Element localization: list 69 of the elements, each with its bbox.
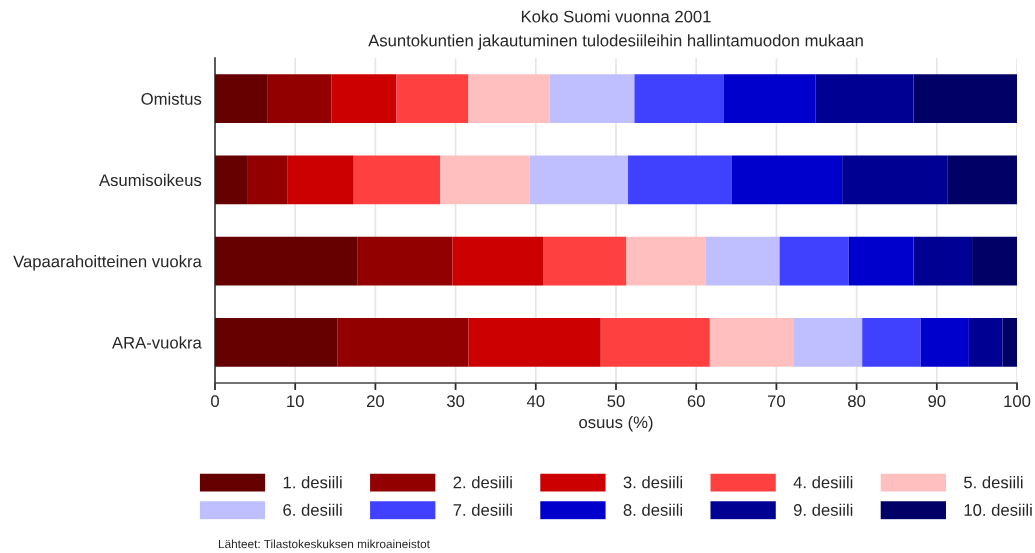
legend-label: 1. desiili — [283, 476, 342, 489]
legend-label: 5. desiili — [964, 476, 1023, 489]
bar — [947, 155, 1017, 205]
legend-label: 6. desiili — [283, 503, 342, 516]
bar — [353, 155, 441, 205]
bar — [468, 74, 550, 123]
legend-label: 2. desiili — [453, 476, 512, 489]
bar — [287, 155, 354, 205]
chart-subtitle: Asuntokuntien jakautuminen tulodesiileihin hallintamuodon mukaan — [368, 34, 863, 50]
legend-label: 7. desiili — [453, 503, 512, 516]
x-tick-label: 80 — [848, 395, 866, 408]
bar — [723, 74, 816, 123]
x-axis-title: osuus (%) — [579, 415, 653, 432]
bar — [549, 74, 635, 123]
bar — [972, 236, 1017, 286]
bar — [709, 318, 794, 367]
bar — [634, 74, 724, 123]
x-tick-label: 30 — [446, 395, 465, 408]
bar — [215, 236, 358, 286]
bar — [628, 155, 732, 205]
x-tick-label: 50 — [607, 395, 625, 408]
bar — [842, 155, 948, 205]
bar — [815, 74, 914, 123]
x-tick-label: 60 — [687, 395, 705, 408]
bar — [396, 74, 469, 123]
bar — [862, 318, 921, 367]
x-tick-label: 0 — [211, 395, 219, 408]
bar — [357, 236, 453, 286]
bar — [543, 236, 627, 286]
bar — [968, 318, 1003, 367]
legend-label: 10. desiili — [964, 503, 1032, 516]
bar — [793, 318, 863, 367]
bar — [848, 236, 914, 286]
bar — [331, 74, 397, 123]
bar — [913, 236, 973, 286]
bar — [468, 318, 601, 367]
y-tick-label: ARA-vuokra — [112, 336, 202, 349]
legend-label: 9. desiili — [793, 503, 853, 516]
x-tick-label: 20 — [366, 395, 385, 408]
x-tick-label: 70 — [767, 395, 786, 408]
bar — [705, 236, 780, 286]
bar — [247, 155, 288, 205]
bar — [600, 318, 710, 367]
bar — [337, 318, 469, 367]
legend-label: 8. desiili — [623, 503, 683, 516]
text: Lähteet: Tilastokeskuksen mikroaineistot — [218, 539, 430, 549]
bar — [215, 155, 248, 205]
bar — [913, 74, 1017, 123]
bar — [731, 155, 843, 205]
x-tick-label: 10 — [287, 395, 304, 408]
y-tick-label: Vapaarahoitteinen vuokra — [13, 255, 202, 271]
bar — [529, 155, 629, 205]
chart-title: Koko Suomi vuonna 2001 — [521, 10, 711, 23]
y-tick-label: Asumisoikeus — [99, 173, 202, 187]
bar — [626, 236, 706, 286]
legend-label: 3. desiili — [623, 476, 683, 489]
bar — [440, 155, 530, 205]
bar — [779, 236, 849, 286]
legend-label: 4. desiili — [793, 476, 853, 489]
x-tick-label: 40 — [526, 395, 545, 408]
bar — [215, 74, 268, 123]
bar — [452, 236, 544, 286]
y-tick-label: Omistus — [141, 92, 202, 105]
bar — [215, 318, 338, 367]
bar — [920, 318, 969, 367]
bar — [267, 74, 332, 123]
x-tick-label: 100 — [1004, 395, 1031, 408]
bar — [1002, 318, 1017, 367]
x-tick-label: 90 — [928, 395, 946, 408]
